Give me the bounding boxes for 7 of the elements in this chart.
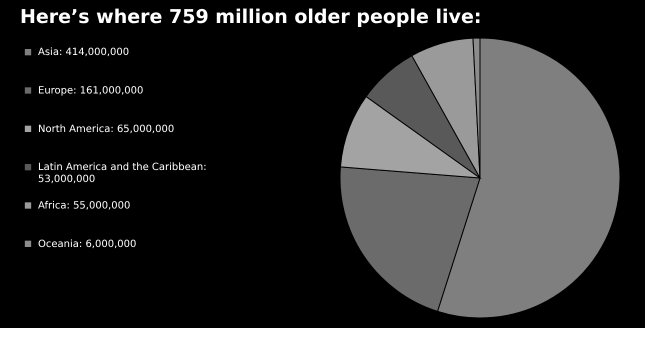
legend-label: Europe: 161,000,000 bbox=[38, 86, 144, 96]
legend-label: Africa: 55,000,000 bbox=[38, 200, 130, 212]
legend-label: Latin America and the Caribbean: 53,000,000 bbox=[38, 162, 207, 186]
legend-label: Oceania: 6,000,000 bbox=[38, 238, 136, 250]
legend-label: Asia: 414,000,000 bbox=[38, 47, 130, 58]
chart-title: Here’s where 759 million older people live: bbox=[20, 6, 482, 28]
legend-label: North America: 65,000,000 bbox=[38, 124, 174, 135]
